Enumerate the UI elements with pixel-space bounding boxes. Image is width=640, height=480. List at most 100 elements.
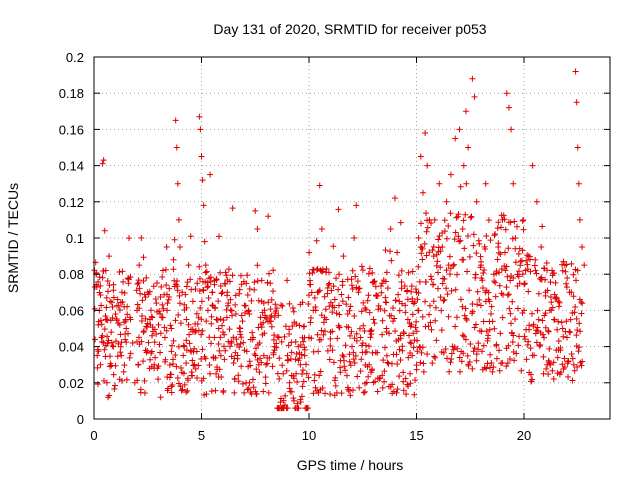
data-point xyxy=(95,348,102,355)
data-point xyxy=(218,290,225,297)
data-point xyxy=(101,227,108,234)
data-point xyxy=(324,285,331,292)
data-point xyxy=(397,357,404,364)
data-point xyxy=(290,308,297,315)
data-point xyxy=(450,346,457,353)
data-point xyxy=(444,355,451,362)
data-point xyxy=(319,266,326,273)
data-point xyxy=(497,330,504,337)
data-point xyxy=(180,352,187,359)
data-point xyxy=(395,272,402,279)
data-point xyxy=(532,256,539,263)
data-point xyxy=(189,357,196,364)
data-point xyxy=(454,213,461,220)
data-point xyxy=(486,326,493,333)
data-point xyxy=(408,288,415,295)
data-point xyxy=(209,289,216,296)
data-point xyxy=(172,351,179,358)
data-point xyxy=(226,343,233,350)
data-point xyxy=(191,345,198,352)
data-point xyxy=(514,223,521,230)
data-point xyxy=(495,219,502,226)
data-point xyxy=(254,262,261,269)
data-point xyxy=(574,267,581,274)
data-point xyxy=(262,380,269,387)
data-point xyxy=(561,355,568,362)
data-point xyxy=(357,368,364,375)
x-tick-label: 10 xyxy=(302,428,316,443)
data-point xyxy=(395,291,402,298)
data-point xyxy=(151,339,158,346)
data-point xyxy=(106,392,113,399)
data-point xyxy=(423,210,430,217)
data-point xyxy=(353,330,360,337)
data-point xyxy=(204,284,211,291)
data-point xyxy=(467,214,474,221)
data-point xyxy=(460,350,467,357)
data-point xyxy=(202,262,209,269)
data-point xyxy=(153,280,160,287)
data-point xyxy=(462,211,469,218)
data-point xyxy=(561,364,568,371)
data-point xyxy=(410,330,417,337)
data-point xyxy=(400,387,407,394)
data-point xyxy=(574,144,581,151)
data-point xyxy=(300,338,307,345)
data-point xyxy=(425,323,432,330)
data-point xyxy=(414,348,421,355)
x-tick-label: 5 xyxy=(198,428,205,443)
data-point xyxy=(351,359,358,366)
data-point xyxy=(303,370,310,377)
data-point xyxy=(151,326,158,333)
data-point xyxy=(409,295,416,302)
data-point xyxy=(361,388,368,395)
x-tick-label: 15 xyxy=(409,428,423,443)
data-point xyxy=(430,281,437,288)
data-point xyxy=(318,225,325,232)
data-point xyxy=(489,318,496,325)
data-point xyxy=(174,374,181,381)
data-point xyxy=(400,378,407,385)
data-point xyxy=(221,331,228,338)
data-point xyxy=(347,392,354,399)
data-point xyxy=(136,262,143,269)
data-point xyxy=(140,278,147,285)
data-point xyxy=(435,269,442,276)
data-point xyxy=(296,355,303,362)
data-point xyxy=(368,327,375,334)
data-point xyxy=(168,325,175,332)
data-point xyxy=(244,292,251,299)
data-point xyxy=(458,358,465,365)
data-point xyxy=(445,223,452,230)
data-point xyxy=(461,245,468,252)
data-point xyxy=(417,153,424,160)
data-point xyxy=(419,256,426,263)
data-point xyxy=(119,377,126,384)
data-point xyxy=(330,359,337,366)
data-point xyxy=(533,327,540,334)
data-point xyxy=(367,334,374,341)
data-point xyxy=(302,361,309,368)
data-point xyxy=(270,336,277,343)
data-point xyxy=(459,226,466,233)
data-point xyxy=(446,271,453,278)
data-point xyxy=(563,318,570,325)
data-point xyxy=(112,311,119,318)
data-point xyxy=(229,205,236,212)
data-point xyxy=(555,318,562,325)
data-point xyxy=(497,251,504,258)
data-point xyxy=(460,256,467,263)
data-point xyxy=(157,310,164,317)
data-point xyxy=(360,322,367,329)
data-point xyxy=(94,352,101,359)
data-point xyxy=(112,382,119,389)
data-point xyxy=(229,272,236,279)
x-tick-label: 0 xyxy=(90,428,97,443)
data-point xyxy=(455,233,462,240)
data-point xyxy=(365,270,372,277)
data-point xyxy=(194,280,201,287)
data-point xyxy=(261,307,268,314)
data-point xyxy=(354,373,361,380)
data-point xyxy=(406,332,413,339)
data-point xyxy=(470,348,477,355)
